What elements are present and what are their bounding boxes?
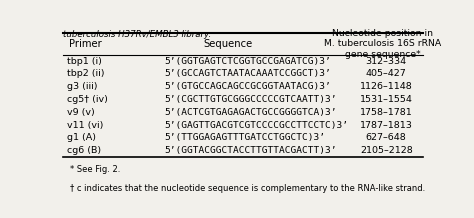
Text: † c indicates that the nucleotide sequence is complementary to the RNA-like stra: † c indicates that the nucleotide sequen… [70, 184, 426, 193]
Text: 5’(CGCTTGTGCGGGCCCCCGTCAATT)3’: 5’(CGCTTGTGCGGGCCCCCGTCAATT)3’ [164, 95, 337, 104]
Text: cg5† (iv): cg5† (iv) [66, 95, 108, 104]
Text: tbp1 (i): tbp1 (i) [66, 57, 101, 66]
Text: 5’(GTGCCAGCAGCCGCGGTAATACG)3’: 5’(GTGCCAGCAGCCGCGGTAATACG)3’ [164, 82, 331, 91]
Text: Sequence: Sequence [204, 39, 253, 49]
Text: 5’(TTGGAGAGTTTGATCCTGGCTC)3’: 5’(TTGGAGAGTTTGATCCTGGCTC)3’ [164, 133, 325, 142]
Text: Nucleotide position in
M. tuberculosis 16S rRNA
gene sequence*: Nucleotide position in M. tuberculosis 1… [324, 29, 441, 59]
Text: 5’(GCCAGTCTAATACAAATCCGGCT)3’: 5’(GCCAGTCTAATACAAATCCGGCT)3’ [164, 69, 331, 78]
Text: g1 (A): g1 (A) [66, 133, 96, 142]
Text: 1126–1148: 1126–1148 [360, 82, 412, 91]
Text: 5’(GAGTTGACGTCGTCCCCGCCTTCCTC)3’: 5’(GAGTTGACGTCGTCCCCGCCTTCCTC)3’ [164, 121, 348, 129]
Text: cg6 (B): cg6 (B) [66, 146, 100, 155]
Text: 5’(ACTCGTGAGAGACTGCCGGGGTCA)3’: 5’(ACTCGTGAGAGACTGCCGGGGTCA)3’ [164, 108, 337, 117]
Text: 312–334: 312–334 [365, 57, 407, 66]
Text: tuberculosis H37Rv/EMBL3 library.: tuberculosis H37Rv/EMBL3 library. [63, 30, 211, 39]
Text: g3 (iii): g3 (iii) [66, 82, 97, 91]
Text: 2105–2128: 2105–2128 [360, 146, 412, 155]
Text: 5’(GGTGAGTCTCGGTGCCGAGATCG)3’: 5’(GGTGAGTCTCGGTGCCGAGATCG)3’ [164, 57, 331, 66]
Text: 1531–1554: 1531–1554 [360, 95, 413, 104]
Text: 405–427: 405–427 [366, 69, 407, 78]
Text: 5’(GGTACGGCTACCTTGTTACGACTT)3’: 5’(GGTACGGCTACCTTGTTACGACTT)3’ [164, 146, 337, 155]
Text: 1758–1781: 1758–1781 [360, 108, 412, 117]
Text: 627–648: 627–648 [366, 133, 407, 142]
Text: tbp2 (ii): tbp2 (ii) [66, 69, 104, 78]
Text: v11 (vi): v11 (vi) [66, 121, 103, 129]
Text: 1787–1813: 1787–1813 [360, 121, 413, 129]
Text: v9 (v): v9 (v) [66, 108, 94, 117]
Text: * See Fig. 2.: * See Fig. 2. [70, 165, 121, 174]
Text: Primer: Primer [69, 39, 101, 49]
